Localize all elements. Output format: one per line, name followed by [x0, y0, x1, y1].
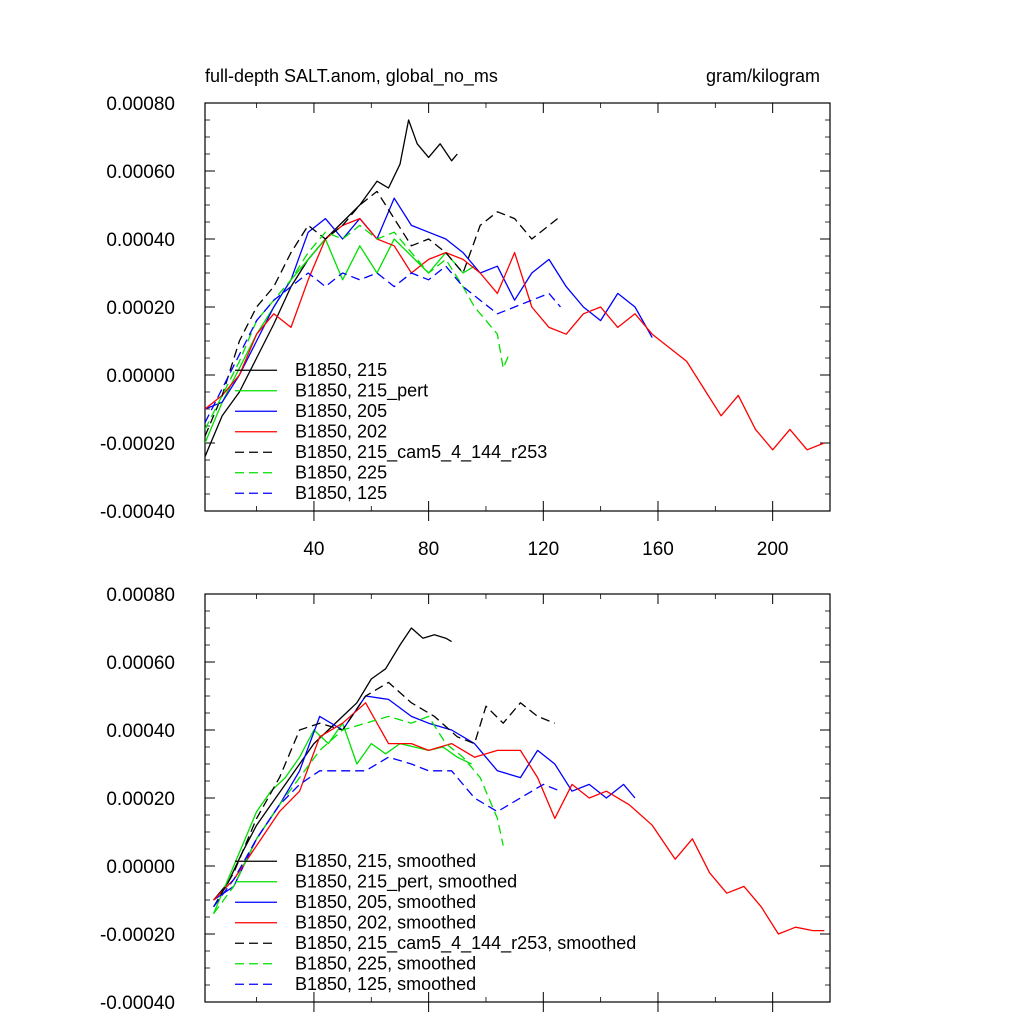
- top-ytick-label: 0.00080: [106, 94, 175, 115]
- top-ytick-label: -0.00040: [100, 502, 175, 523]
- top-ytick-label: 0.00020: [106, 298, 175, 319]
- bottom-series-line-3: [213, 702, 825, 935]
- bottom-ytick-label: -0.00040: [100, 993, 175, 1014]
- top-ytick-label: -0.00020: [100, 434, 175, 455]
- top-series-group: [205, 119, 825, 457]
- top-series-line-5: [205, 224, 510, 430]
- bottom-series-group: [213, 627, 825, 935]
- bottom-ytick-label: 0.00040: [106, 721, 175, 742]
- bottom-legend-label-4: B1850, 215_cam5_4_144_r253, smoothed: [295, 933, 636, 954]
- top-series-line-0: [205, 119, 458, 457]
- top-series-line-1: [205, 238, 475, 444]
- top-legend-label-6: B1850, 125: [295, 483, 387, 503]
- bottom-legend-label-2: B1850, 205, smoothed: [295, 892, 476, 912]
- top-xtick-label: 40: [303, 539, 324, 560]
- figure-title-right: gram/kilogram: [706, 66, 820, 86]
- bottom-series-line-0: [213, 627, 452, 901]
- top-legend-label-1: B1850, 215_pert: [295, 381, 428, 402]
- top-xtick-label: 160: [642, 539, 674, 560]
- panel-bottom: -0.00040 -0.00020 0.00000 0.00020 0.00040 0.0…: [100, 585, 831, 1014]
- top-legend-label-0: B1850, 215: [295, 360, 387, 380]
- top-legend-label-3: B1850, 202: [295, 422, 387, 442]
- top-series-line-2: [205, 197, 653, 410]
- top-series-line-4: [205, 190, 559, 437]
- bottom-ytick-label: 0.00000: [106, 857, 175, 878]
- panel-top: -0.00040 -0.00020 0.00000 0.00020 0.00040 0.0…: [100, 94, 831, 560]
- bottom-series-line-5: [213, 715, 504, 914]
- bottom-ytick-label: -0.00020: [100, 925, 175, 946]
- bottom-series-line-6: [213, 756, 561, 908]
- top-legend-label-5: B1850, 225: [295, 463, 387, 483]
- top-ytick-label: 0.00040: [106, 230, 175, 251]
- bottom-legend-label-0: B1850, 215, smoothed: [295, 851, 476, 871]
- bottom-ytick-label: 0.00060: [106, 653, 175, 674]
- bottom-legend-label-6: B1850, 125, smoothed: [295, 974, 476, 994]
- top-series-line-6: [205, 265, 561, 423]
- bottom-legend-label-3: B1850, 202, smoothed: [295, 913, 476, 933]
- top-ytick-label: 0.00000: [106, 366, 175, 387]
- top-xtick-label: 120: [527, 539, 559, 560]
- top-legend-label-4: B1850, 215_cam5_4_144_r253: [295, 442, 547, 463]
- figure-title-left: full-depth SALT.anom, global_no_ms: [205, 66, 498, 87]
- top-ytick-label: 0.00060: [106, 162, 175, 183]
- bottom-ytick-label: 0.00080: [106, 585, 175, 606]
- top-xtick-label: 200: [757, 539, 789, 560]
- top-xtick-label: 80: [418, 539, 439, 560]
- bottom-legend-label-1: B1850, 215_pert, smoothed: [295, 872, 517, 893]
- bottom-series-line-2: [213, 695, 636, 901]
- top-series-line-3: [205, 217, 825, 451]
- bottom-series-line-4: [213, 681, 556, 908]
- bottom-legend-label-5: B1850, 225, smoothed: [295, 954, 476, 974]
- top-legend-label-2: B1850, 205: [295, 401, 387, 421]
- bottom-ytick-label: 0.00020: [106, 789, 175, 810]
